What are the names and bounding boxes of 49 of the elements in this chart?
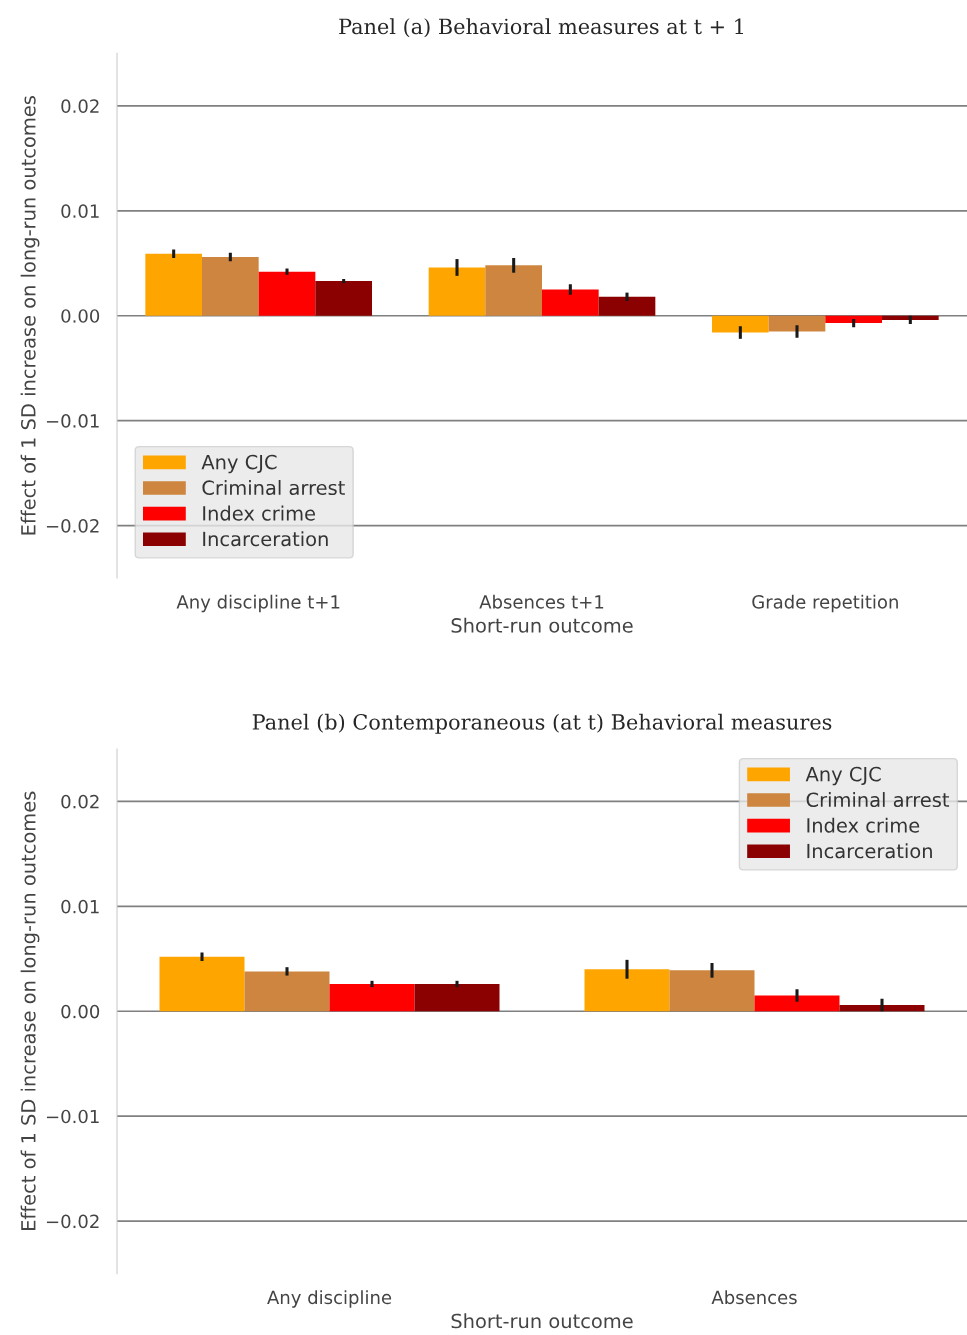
y-tick-label: 0.02 [61, 794, 99, 809]
y-tick-label: 0.00 [61, 1004, 100, 1019]
x-axis-title: Short-run outcome [451, 1313, 633, 1329]
bar [485, 265, 542, 316]
y-tick-label: 0.00 [61, 309, 100, 323]
legend-label: Index crime [807, 817, 920, 833]
bar [315, 281, 372, 316]
chart-title: Panel (b) Contemporaneous (at t) Behavioral measures [252, 713, 832, 734]
legend-label: Incarceration [807, 843, 932, 859]
legend-label: Any CJC [201, 454, 277, 474]
x-axis-title: Short-run outcome [451, 617, 633, 633]
x-tick-label: Absences [711, 1290, 797, 1305]
bar [712, 315, 769, 333]
y-tick-label: 0.02 [61, 99, 99, 113]
legend-label: Criminal arrest [202, 480, 345, 496]
bar [202, 256, 259, 316]
legend-label: Any CJC [805, 766, 881, 786]
bar [428, 267, 486, 316]
y-tick-label: −0.02 [46, 1214, 99, 1229]
legend-label: Criminal arrest [806, 792, 950, 808]
bar [145, 253, 203, 316]
y-tick-label: −0.01 [46, 414, 99, 428]
y-tick-label: 0.01 [61, 899, 99, 914]
y-tick-label: 0.01 [61, 204, 99, 218]
bar [414, 983, 500, 1012]
x-tick-label: Absences t+1 [479, 594, 604, 609]
bar [825, 315, 882, 324]
x-tick-label: Any discipline [267, 1290, 392, 1308]
legend-label: Index crime [203, 505, 316, 521]
bar [584, 969, 670, 1012]
bar [244, 971, 330, 1012]
y-tick-label: −0.01 [46, 1109, 99, 1124]
bar [159, 956, 245, 1012]
bar [768, 315, 826, 332]
y-axis-title: Effect of 1 SD increase on long-run outcomes [20, 96, 40, 535]
bar [598, 296, 656, 316]
x-tick-label: Any discipline t+1 [176, 594, 340, 613]
y-tick-label: −0.02 [46, 519, 99, 533]
y-axis-title: Effect of 1 SD increase on long-run outcomes [20, 791, 40, 1230]
bar [669, 970, 755, 1012]
x-tick-label: Grade repetition [752, 594, 898, 613]
bar [754, 995, 840, 1012]
bar [542, 289, 599, 316]
bar [329, 983, 415, 1012]
bar [258, 271, 316, 316]
bar [882, 315, 939, 320]
chart-title: Panel (a) Behavioral measures at t + 1 [339, 18, 743, 38]
bar [839, 1004, 925, 1012]
legend-label: Incarceration [203, 531, 328, 547]
